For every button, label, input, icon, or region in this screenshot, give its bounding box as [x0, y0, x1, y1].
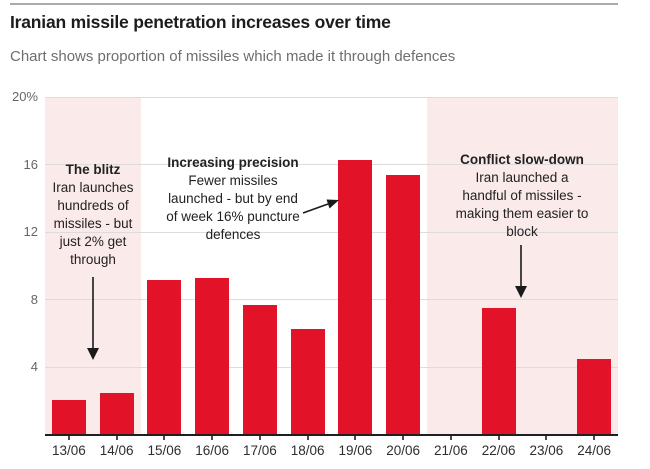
- bar-18-06: [290, 328, 325, 435]
- gridline-12: [45, 231, 618, 233]
- x-tick-label-13-06: 13/06: [51, 443, 86, 458]
- shaded-band-1: [45, 97, 141, 435]
- gridline-4: [45, 366, 618, 368]
- annotation-body: Fewer missiles launched - but by end of …: [166, 173, 300, 242]
- y-tick-label-16: 16: [23, 156, 38, 172]
- top-rule: [10, 3, 618, 5]
- bar-24-06: [577, 358, 612, 435]
- x-tick-20-06: [402, 436, 405, 440]
- x-tick-label-20-06: 20/06: [386, 443, 421, 458]
- x-tick-21-06: [449, 436, 452, 440]
- x-tick-13-06: [67, 436, 70, 440]
- x-tick-label-17-06: 17/06: [242, 443, 277, 458]
- bar-14-06: [99, 392, 134, 435]
- x-tick-label-18-06: 18/06: [290, 443, 325, 458]
- annotation-title: Conflict slow-down: [460, 152, 584, 167]
- x-tick-label-23-06: 23/06: [529, 443, 564, 458]
- y-tick-label-20: 20%: [11, 89, 38, 104]
- bar-15-06: [147, 279, 182, 435]
- bar-13-06: [51, 399, 86, 435]
- x-tick-label-22-06: 22/06: [481, 443, 516, 458]
- annotation-precision: Increasing precision Fewer missiles laun…: [146, 154, 320, 244]
- annotation-title: Increasing precision: [167, 155, 299, 170]
- bar-17-06: [242, 304, 277, 435]
- x-tick-19-06: [354, 436, 357, 440]
- bar-16-06: [195, 277, 230, 435]
- y-tick-label-4: 4: [30, 359, 38, 375]
- x-tick-18-06: [306, 436, 309, 440]
- chart-title: Iranian missile penetration increases ov…: [10, 12, 391, 32]
- gridline-8: [45, 299, 618, 301]
- x-tick-23-06: [545, 436, 548, 440]
- x-tick-label-15-06: 15/06: [147, 443, 182, 458]
- x-tick-label-16-06: 16/06: [195, 443, 230, 458]
- x-tick-22-06: [497, 436, 500, 440]
- bar-19-06: [338, 159, 373, 435]
- gridline-16: [45, 164, 618, 166]
- annotation-title: The blitz: [65, 162, 121, 177]
- y-tick-label-12: 12: [23, 224, 38, 240]
- bar-22-06: [481, 308, 516, 435]
- annotation-body: Iran launched a handful of missiles - ma…: [455, 170, 589, 239]
- x-tick-14-06: [115, 436, 118, 440]
- x-tick-15-06: [163, 436, 166, 440]
- x-tick-16-06: [211, 436, 214, 440]
- y-tick-label-8: 8: [30, 291, 38, 307]
- x-tick-17-06: [258, 436, 261, 440]
- x-tick-24-06: [593, 436, 596, 440]
- x-tick-label-24-06: 24/06: [577, 443, 612, 458]
- annotation-body: Iran launches hundreds of missiles - but…: [52, 180, 134, 267]
- annotation-slowdown: Conflict slow-down Iran launched a handf…: [428, 151, 616, 241]
- gridline-20: [45, 96, 618, 98]
- x-tick-label-21-06: 21/06: [433, 443, 468, 458]
- bar-20-06: [386, 174, 421, 435]
- annotation-blitz: The blitz Iran launches hundreds of miss…: [33, 161, 153, 269]
- x-axis-line: [45, 434, 618, 436]
- x-tick-label-19-06: 19/06: [338, 443, 373, 458]
- chart-subtitle: Chart shows proportion of missiles which…: [10, 48, 456, 65]
- x-tick-label-14-06: 14/06: [99, 443, 134, 458]
